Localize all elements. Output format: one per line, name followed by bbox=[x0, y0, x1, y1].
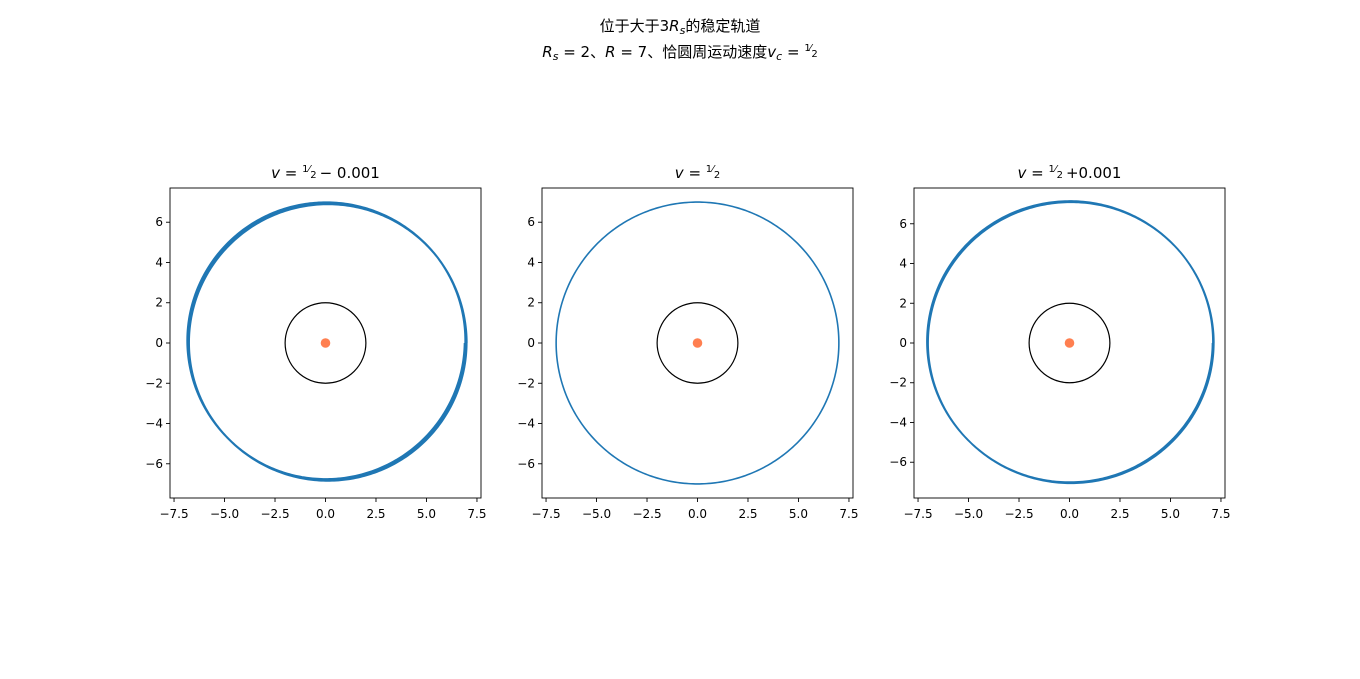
horizon-circle bbox=[656, 302, 739, 384]
x-tick-label: 2.5 bbox=[738, 507, 757, 521]
horizon-circle bbox=[284, 302, 367, 384]
y-tick-label: 4 bbox=[155, 255, 163, 269]
x-tick-label: 7.5 bbox=[1211, 507, 1230, 521]
y-tick-label: 0 bbox=[155, 336, 163, 350]
subplot-title: v = 1⁄2 bbox=[675, 164, 720, 182]
subplot-title: v = 1⁄2 +0.001 bbox=[1018, 164, 1122, 182]
y-tick-label: 2 bbox=[155, 296, 163, 310]
y-tick-label: −6 bbox=[517, 457, 535, 471]
center-mass-point bbox=[692, 338, 703, 348]
x-tick-label: 0.0 bbox=[316, 507, 335, 521]
x-tick-label: 2.5 bbox=[1110, 507, 1129, 521]
x-tick-label: 5.0 bbox=[417, 507, 436, 521]
y-tick-label: 2 bbox=[899, 296, 907, 310]
x-tick-label: 0.0 bbox=[688, 507, 707, 521]
y-tick-label: 4 bbox=[899, 257, 907, 271]
y-tick-label: −2 bbox=[145, 376, 163, 390]
x-tick-label: −2.5 bbox=[1004, 507, 1033, 521]
y-tick-label: 6 bbox=[899, 217, 907, 231]
y-tick-label: 0 bbox=[527, 336, 535, 350]
x-tick-label: 2.5 bbox=[366, 507, 385, 521]
y-tick-label: 4 bbox=[527, 255, 535, 269]
x-tick-label: −5.0 bbox=[954, 507, 983, 521]
x-tick-label: 5.0 bbox=[1161, 507, 1180, 521]
y-tick-label: −6 bbox=[145, 457, 163, 471]
y-tick-label: 2 bbox=[527, 296, 535, 310]
y-tick-label: 0 bbox=[899, 336, 907, 350]
y-tick-label: −4 bbox=[145, 417, 163, 431]
y-tick-label: 6 bbox=[155, 215, 163, 229]
center-mass-point bbox=[320, 338, 331, 348]
x-tick-label: −7.5 bbox=[903, 507, 932, 521]
center-mass-point bbox=[1064, 338, 1075, 348]
subplot-3: v = 1⁄2 +0.001 −7.5 −5.0 −2.5 0.0 2.5 5.0 7.5 −6 −… bbox=[889, 164, 1230, 521]
x-tick-label: 0.0 bbox=[1060, 507, 1079, 521]
suptitle-line1: 位于大于3Rs的稳定轨道 bbox=[600, 17, 761, 37]
x-tick-label: −5.0 bbox=[210, 507, 239, 521]
x-tick-label: −7.5 bbox=[531, 507, 560, 521]
orbit-trajectory bbox=[186, 201, 468, 482]
subplot-2: v = 1⁄2 −7.5 −5.0 −2.5 0.0 2.5 5.0 7.5 −6 −4 −2 0 2 4… bbox=[517, 164, 858, 521]
suptitle-line2: Rs = 2、R = 7、恰圆周运动速度vc = 1⁄2 bbox=[542, 43, 817, 63]
horizon-circle bbox=[1028, 302, 1111, 384]
x-tick-label: 5.0 bbox=[789, 507, 808, 521]
x-tick-label: −7.5 bbox=[159, 507, 188, 521]
x-tick-label: −2.5 bbox=[260, 507, 289, 521]
subplot-title: v = 1⁄2− 0.001 bbox=[271, 164, 380, 182]
y-tick-label: 6 bbox=[527, 215, 535, 229]
x-tick-label: 7.5 bbox=[839, 507, 858, 521]
y-tick-label: −4 bbox=[889, 415, 907, 429]
y-tick-label: −2 bbox=[517, 376, 535, 390]
orbit-trajectory bbox=[926, 200, 1215, 485]
x-tick-label: −5.0 bbox=[582, 507, 611, 521]
x-tick-label: 7.5 bbox=[467, 507, 486, 521]
orbit-trajectory bbox=[555, 201, 840, 485]
subplot-1: v = 1⁄2− 0.001 −7.5 −5.0 −2.5 0.0 2.5 5.0 7.5 −6… bbox=[145, 164, 486, 521]
y-tick-label: −4 bbox=[517, 417, 535, 431]
y-tick-label: −2 bbox=[889, 376, 907, 390]
y-tick-label: −6 bbox=[889, 455, 907, 469]
x-tick-label: −2.5 bbox=[632, 507, 661, 521]
